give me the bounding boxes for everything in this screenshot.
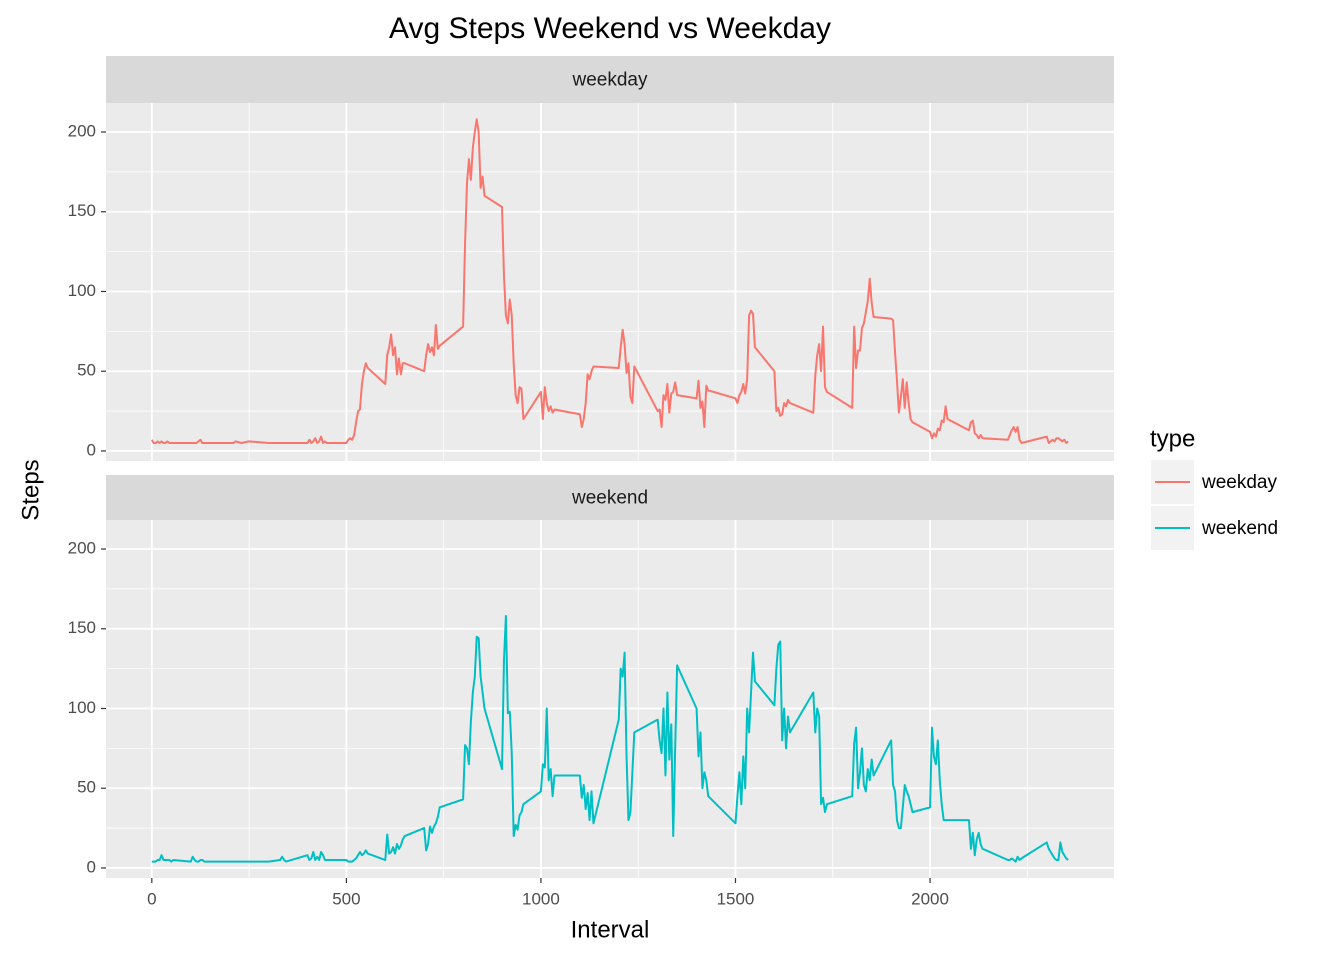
y-tick-label: 150 bbox=[68, 618, 96, 637]
y-tick-label: 100 bbox=[68, 698, 96, 717]
facet-label: weekday bbox=[572, 70, 648, 91]
series-line bbox=[150, 118, 1069, 444]
y-tick-label: 200 bbox=[68, 122, 96, 141]
y-tick-label: 200 bbox=[68, 539, 96, 558]
y-tick-label: 0 bbox=[87, 857, 96, 876]
panel-background bbox=[106, 103, 1114, 461]
x-tick-label: 0 bbox=[147, 889, 156, 908]
y-tick-label: 0 bbox=[87, 440, 96, 459]
legend-title: type bbox=[1150, 425, 1195, 452]
x-tick-label: 500 bbox=[332, 889, 360, 908]
x-tick-label: 1500 bbox=[717, 889, 755, 908]
y-axis-title: Steps bbox=[17, 459, 44, 520]
facet-label: weekend bbox=[571, 488, 648, 509]
y-tick-label: 100 bbox=[68, 281, 96, 300]
series-line bbox=[151, 615, 1069, 863]
legend-label: weekend bbox=[1201, 518, 1278, 539]
facet-strip bbox=[106, 475, 1114, 520]
panel-background bbox=[106, 520, 1114, 878]
facet-strip bbox=[106, 56, 1114, 103]
y-tick-label: 50 bbox=[77, 361, 96, 380]
y-tick-label: 150 bbox=[68, 201, 96, 220]
x-axis-title: Interval bbox=[571, 916, 650, 943]
legend-label: weekday bbox=[1201, 472, 1277, 493]
chart-title: Avg Steps Weekend vs Weekday bbox=[389, 12, 831, 45]
y-tick-label: 50 bbox=[77, 778, 96, 797]
x-tick-label: 1000 bbox=[522, 889, 560, 908]
x-tick-label: 2000 bbox=[911, 889, 949, 908]
